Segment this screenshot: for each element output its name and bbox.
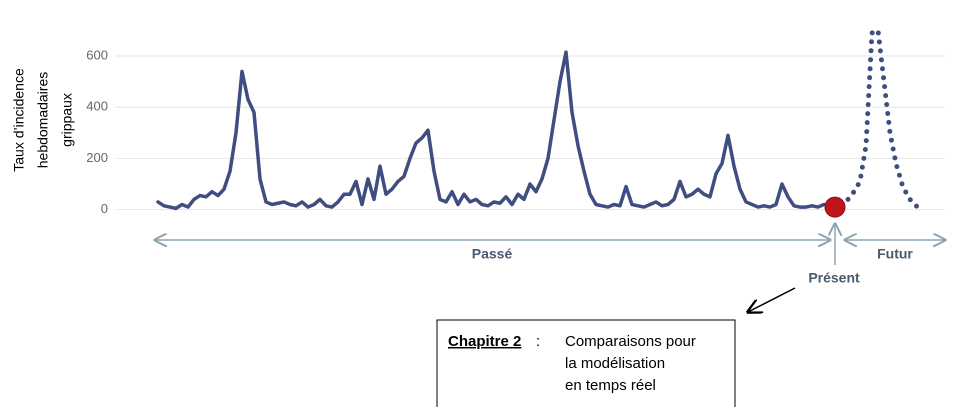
y-label-line: grippaux	[59, 93, 75, 147]
chapter-box	[436, 319, 736, 407]
past-label: Passé	[472, 246, 513, 262]
chapter-line: Comparaisons pour	[565, 333, 696, 350]
y-tick-label: 0	[101, 201, 108, 216]
y-label-line: hebdomadaires	[35, 72, 51, 169]
chapter-line: la modélisation	[565, 355, 665, 372]
future-label: Futur	[877, 246, 913, 262]
plot: 0 200 400 600	[86, 27, 945, 218]
series-line	[845, 27, 923, 211]
chapter-title: Chapitre 2	[448, 333, 521, 350]
present-label: Présent	[808, 270, 860, 286]
y-label-line: Taux d’incidence	[11, 68, 27, 172]
chapter-line: en temps réel	[565, 377, 656, 394]
pointer-arrow	[748, 287, 796, 312]
y-tick-label: 400	[86, 99, 108, 114]
series-line	[156, 50, 826, 211]
y-axis-label: Taux d’incidence hebdomadaires grippaux	[11, 68, 75, 172]
present-marker	[824, 196, 846, 218]
chapter-separator: :	[536, 333, 540, 350]
y-tick-label: 200	[86, 150, 108, 165]
y-tick-label: 600	[86, 47, 108, 62]
